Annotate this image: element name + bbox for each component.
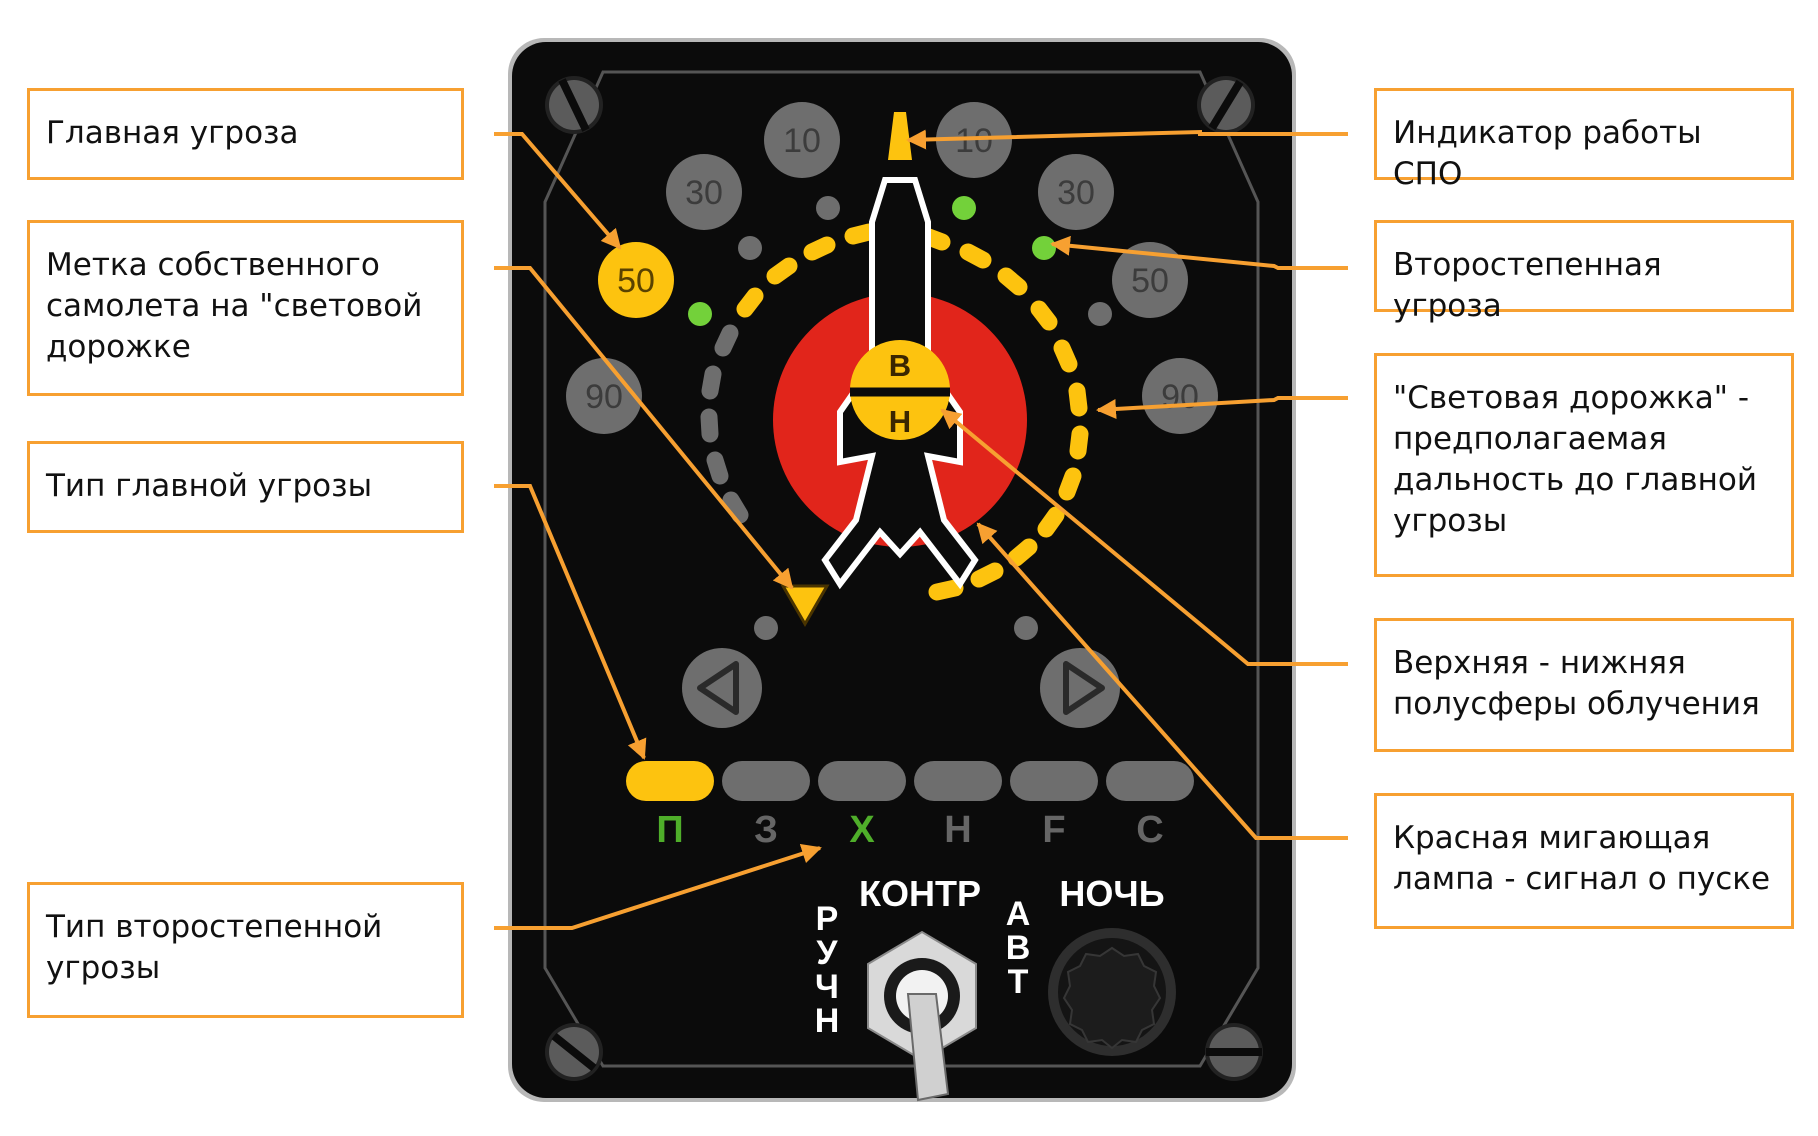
rear-right-lamp — [1040, 648, 1120, 728]
dot-left-30 — [738, 236, 762, 260]
own-aircraft-mark-icon — [780, 584, 830, 627]
screw-icon — [1197, 76, 1255, 134]
svg-text:10: 10 — [783, 122, 821, 160]
arrow-hemispheres — [940, 408, 1348, 666]
dot-left-rear — [754, 616, 778, 640]
threat-type-label-2: З — [754, 809, 778, 851]
threat-type-labels: П З Х Н F С — [656, 809, 1163, 851]
arrow-secondary-type — [494, 844, 822, 930]
svg-text:30: 30 — [685, 174, 723, 212]
track-seg-14 — [1053, 339, 1078, 373]
threat-type-bar-2 — [722, 761, 810, 801]
callout-spo-indicator: Индикатор работы СПО — [1374, 88, 1794, 192]
angle-lamps: 10 30 50 90 10 30 50 90 — [566, 102, 1218, 434]
angle-lamp-left-90: 90 — [566, 358, 642, 434]
mode-toggle-switch[interactable] — [867, 930, 977, 1102]
threat-type-bar-3 — [818, 761, 906, 801]
angle-lamp-left-50-active: 50 — [598, 242, 674, 318]
night-brightness-knob[interactable] — [1048, 928, 1176, 1056]
angle-lamp-right-50: 50 — [1112, 242, 1188, 318]
callout-launch-lamp: Красная мигающая лампа - сигнал о пуске — [1374, 793, 1794, 929]
switch-label-right: АВТ — [999, 895, 1037, 997]
track-seg-2 — [803, 236, 836, 261]
track-seg-19 — [1007, 538, 1038, 567]
track-seg-6 — [701, 365, 722, 400]
dot-right-10-green — [952, 196, 976, 220]
arrow-spo — [906, 129, 1348, 150]
angle-lamp-left-10: 10 — [764, 102, 840, 178]
triangle-left-icon — [697, 661, 739, 715]
track-seg-9 — [722, 491, 749, 524]
threat-type-label-6: С — [1136, 809, 1163, 851]
spo-indicator-icon — [888, 112, 912, 160]
callout-main-threat: Главная угроза — [27, 88, 464, 180]
track-seg-15 — [1068, 382, 1088, 417]
track-seg-8 — [706, 451, 729, 485]
callout-own-aircraft-mark: Метка собственного самолета на "световой… — [27, 220, 464, 396]
track-seg-17 — [1058, 467, 1082, 501]
dot-right-30-green — [1032, 236, 1056, 260]
screw-icon — [545, 76, 603, 134]
track-seg-7 — [700, 408, 719, 443]
threat-type-label-3: Х — [849, 809, 875, 851]
track-seg-5 — [714, 324, 739, 357]
track-seg-18 — [1037, 506, 1065, 538]
dot-right-rear — [1014, 616, 1038, 640]
arrow-light-track — [1096, 396, 1348, 419]
callout-secondary-threat-type: Тип второстепенной угрозы — [27, 882, 464, 1018]
dot-left-50-green — [688, 302, 712, 326]
triangle-right-icon — [1063, 661, 1105, 715]
night-label: НОЧЬ — [1059, 873, 1164, 914]
angle-lamp-right-30: 30 — [1038, 154, 1114, 230]
callout-arrows — [494, 129, 1348, 930]
arrow-own-aircraft — [494, 266, 794, 590]
threat-type-label-4: Н — [944, 809, 971, 851]
threat-type-label-1: П — [656, 809, 683, 851]
svg-text:10: 10 — [955, 122, 993, 160]
threat-type-bars — [626, 761, 1194, 801]
track-seg-20 — [970, 562, 1004, 588]
switch-label-top: КОНТР — [859, 873, 981, 914]
screw-icon — [1205, 1023, 1263, 1081]
hemisphere-lower-label: Н — [889, 404, 911, 439]
threat-type-bar-1 — [626, 761, 714, 801]
svg-text:90: 90 — [1161, 378, 1199, 416]
callout-secondary-threat: Второстепенная угроза — [1374, 220, 1794, 324]
threat-type-bar-4 — [914, 761, 1002, 801]
track-seg-4 — [736, 287, 764, 318]
arrow-main-threat-type — [494, 484, 647, 760]
track-seg-16 — [1069, 425, 1089, 460]
dot-left-10 — [816, 196, 840, 220]
dot-right-50 — [1088, 302, 1112, 326]
arrow-secondary-threat — [1050, 235, 1348, 270]
track-seg-21 — [928, 579, 964, 601]
svg-text:50: 50 — [1131, 262, 1169, 300]
track-seg-3 — [766, 257, 798, 285]
track-seg-1 — [844, 223, 878, 245]
angle-lamp-right-90: 90 — [1142, 358, 1218, 434]
screw-icon — [545, 1023, 603, 1081]
arrow-main-threat — [494, 132, 622, 250]
aircraft-icon: В Н — [821, 177, 979, 590]
svg-text:50: 50 — [617, 262, 655, 300]
threat-type-bar-6 — [1106, 761, 1194, 801]
callout-light-track: "Световая дорожка" - предполагаемая даль… — [1374, 353, 1794, 577]
hemisphere-upper-label: В — [889, 348, 911, 383]
rear-left-lamp — [682, 648, 762, 728]
track-seg-11 — [959, 243, 992, 269]
callout-hemispheres: Верхняя - нижняя полусферы облучения — [1374, 618, 1794, 752]
track-seg-13 — [1030, 300, 1058, 331]
svg-text:90: 90 — [585, 378, 623, 416]
angle-lamp-left-30: 30 — [666, 154, 742, 230]
callout-main-threat-type: Тип главной угрозы — [27, 441, 464, 533]
arrow-launch-lamp — [976, 522, 1348, 840]
threat-type-label-5: F — [1042, 809, 1065, 851]
svg-text:30: 30 — [1057, 174, 1095, 212]
switch-label-left: РУЧН — [808, 900, 846, 1036]
track-seg-12 — [997, 267, 1028, 296]
light-track — [700, 223, 1089, 601]
threat-type-bar-5 — [1010, 761, 1098, 801]
secondary-threat-dots — [688, 196, 1112, 640]
